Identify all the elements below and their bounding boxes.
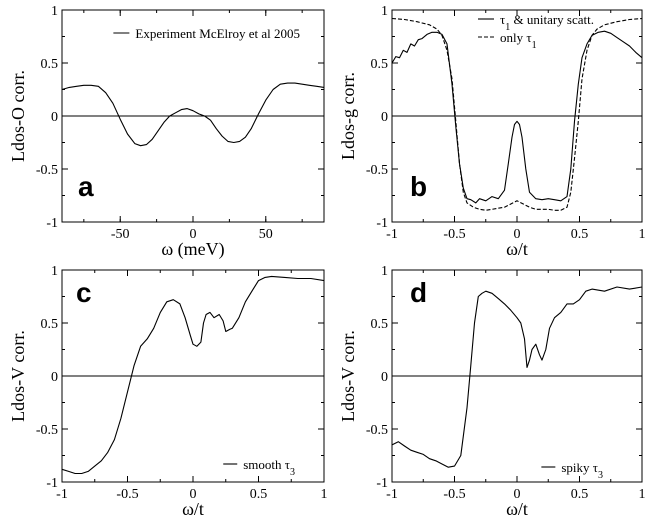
y-tick-label: 0 [51,110,58,125]
y-tick-label: 1 [51,264,58,279]
x-tick-label: 0 [514,487,521,502]
x-axis-label: ω/t [506,239,528,259]
y-axis-label: Ldos-V corr. [338,330,358,422]
panel-d: -1 -0.5 0 0.5 1 -1 -0.5 0 0.5 1 ω/t Ldos-V corr. spi… [338,264,646,519]
panel-c: -1 -0.5 0 0.5 1 -1 -0.5 0 0.5 1 ω/t Ldos-V corr. smo… [8,264,328,519]
y-tick-label: -0.5 [36,163,58,178]
y-tick-label: -0.5 [36,423,58,438]
panel-letter: a [78,171,94,202]
x-tick-label: -0.5 [443,227,465,242]
panel-letter: d [410,277,427,308]
x-tick-label: -1 [56,487,68,502]
x-tick-label: 0 [514,227,521,242]
x-tick-label: 1 [321,487,328,502]
y-tick-label: 0.5 [371,317,389,332]
x-tick-label: 0.5 [250,487,268,502]
y-tick-label: 1 [51,4,58,19]
panel-a: -50 0 50 -1 -0.5 0 0.5 1 ω (meV) Ldos-O corr. Expe… [8,4,325,260]
y-tick-label: 1 [381,4,388,19]
legend-label: spiky τ3 [561,460,603,481]
x-axis-label: ω (meV) [161,239,224,260]
x-tick-label: -50 [111,227,130,242]
y-tick-label: -1 [46,216,58,231]
y-tick-label: -1 [376,216,388,231]
y-tick-label: -0.5 [366,163,388,178]
x-tick-label: 0 [190,487,197,502]
x-tick-label: 0 [190,227,197,242]
x-axis-label: ω/t [506,499,528,519]
y-tick-label: 0.5 [41,57,59,72]
x-tick-label: 1 [639,487,646,502]
x-tick-label: 0.5 [571,227,589,242]
x-tick-label: -1 [386,487,398,502]
legend-label: τ1 & unitary scatt. [500,12,594,33]
series-line [391,17,643,211]
x-tick-label: 50 [259,227,273,242]
series-line [391,30,643,204]
x-tick-label: -0.5 [443,487,465,502]
y-axis-label: Ldos-V corr. [8,330,28,422]
series-line [61,82,325,147]
y-axis-label: Ldos-O corr. [8,70,28,162]
y-tick-label: -1 [376,476,388,491]
x-tick-label: 1 [639,227,646,242]
series-line [391,286,643,468]
y-tick-label: 1 [381,264,388,279]
y-tick-label: -1 [46,476,58,491]
legend-label: only τ1 [500,30,537,51]
series-line [61,275,325,475]
legend-label: smooth τ3 [243,457,295,478]
y-tick-label: 0 [51,370,58,385]
y-tick-label: 0 [381,110,388,125]
x-tick-label: 0.5 [571,487,589,502]
y-tick-label: 0 [381,370,388,385]
panel-letter: c [76,277,92,308]
x-axis-label: ω/t [182,499,204,519]
legend-label: Experiment McElroy et al 2005 [135,26,300,41]
y-tick-label: -0.5 [366,423,388,438]
x-tick-label: -1 [386,227,398,242]
y-tick-label: 0.5 [371,57,389,72]
x-tick-label: -0.5 [116,487,138,502]
panel-b: -1 -0.5 0 0.5 1 -1 -0.5 0 0.5 1 ω/t Ldos-g corr. τ1 … [338,4,646,259]
y-tick-label: 0.5 [41,317,59,332]
panel-letter: b [410,171,427,202]
y-axis-label: Ldos-g corr. [338,72,358,160]
